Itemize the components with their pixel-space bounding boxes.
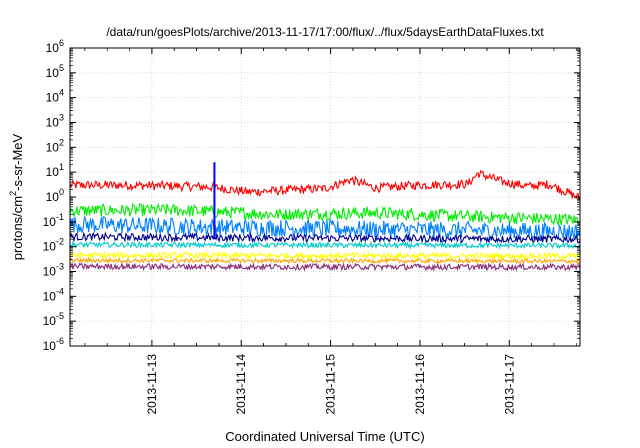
x-axis: 2013-11-13 2013-11-14 2013-11-15 2013-11-16… (84, 48, 577, 415)
series-line-7 (69, 261, 581, 272)
grid (70, 48, 580, 346)
series-line-0 (69, 169, 581, 202)
series-line-4 (69, 240, 581, 250)
y-tick-label: 100 (46, 187, 64, 204)
series-line-5 (69, 250, 581, 261)
y-axis-label: protons/cm2-s-sr-MeV (8, 133, 25, 260)
y-tick-label: 103 (46, 113, 64, 130)
y-axis-label-rest: -s-sr-MeV (10, 133, 25, 190)
x-tick-label: 2013-11-17 (502, 354, 516, 415)
y-tick-label: 10-2 (43, 237, 64, 254)
y-tick-label: 10-6 (43, 336, 64, 353)
y-tick-label: 10-1 (43, 212, 64, 229)
y-axis: 106 105 104 103 102 101 100 10-1 10-2 10-3 10-4 10-… (43, 38, 580, 353)
y-axis-label-main: protons/cm (10, 196, 25, 260)
series-line-2 (69, 216, 581, 242)
y-tick-label: 102 (46, 137, 64, 154)
series-line-3 (69, 231, 581, 244)
x-tick-label: 2013-11-14 (234, 354, 248, 415)
y-axis-label-sup: 2 (8, 191, 18, 196)
series-line-6 (69, 256, 581, 265)
series-line-1 (69, 202, 581, 226)
chart-title: /data/run/goesPlots/archive/2013-11-17/1… (106, 25, 544, 39)
x-tick-label: 2013-11-13 (145, 354, 159, 415)
series-layer (69, 162, 581, 272)
x-tick-label: 2013-11-15 (324, 354, 338, 415)
x-axis-label: Coordinated Universal Time (UTC) (225, 429, 424, 444)
y-tick-label: 10-3 (43, 262, 64, 279)
y-tick-label: 10-5 (43, 311, 64, 328)
y-tick-label: 101 (46, 162, 64, 179)
y-tick-label: 10-4 (43, 286, 64, 303)
x-tick-label: 2013-11-16 (413, 354, 427, 415)
y-tick-label: 104 (46, 88, 64, 105)
y-tick-label: 106 (46, 38, 64, 55)
y-tick-label: 105 (46, 63, 64, 80)
